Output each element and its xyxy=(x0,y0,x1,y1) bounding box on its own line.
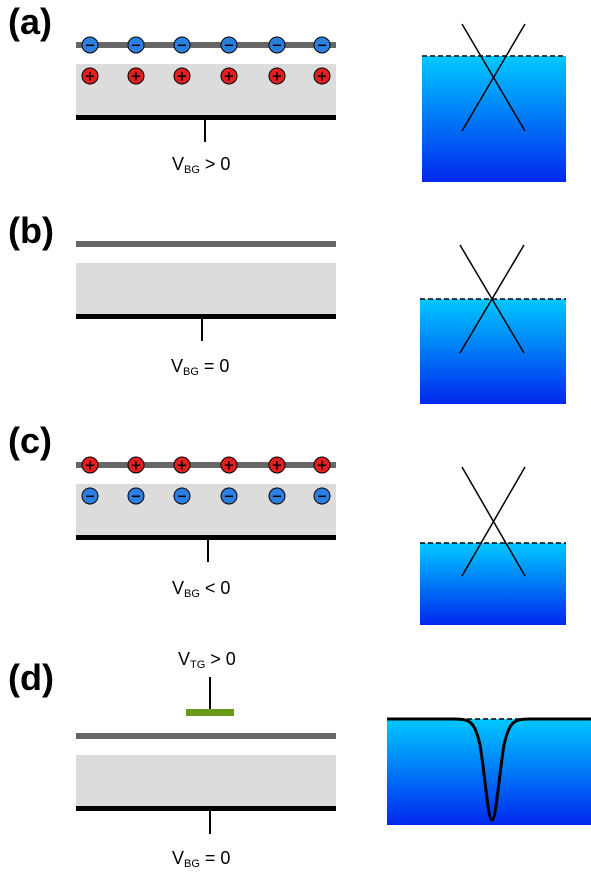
positive-charge xyxy=(268,456,286,474)
charge-sign: + xyxy=(224,70,235,85)
charge-sign: − xyxy=(224,490,235,505)
back-gate xyxy=(76,115,336,120)
charge-sign: − xyxy=(177,490,188,505)
positive-charge xyxy=(268,67,286,85)
local-band-potential-curve xyxy=(387,717,591,822)
panel-a: (a) − − − − − − + + + + + + VBG > 0 xyxy=(8,1,566,182)
band-fill xyxy=(422,56,566,182)
negative-charge xyxy=(81,36,99,54)
charge-sign: − xyxy=(85,490,96,505)
back-gate-voltage-label: VBG < 0 xyxy=(172,578,230,600)
dirac-cone-line xyxy=(461,466,526,577)
back-gate-voltage-label: VBG = 0 xyxy=(171,356,229,378)
back-gate xyxy=(76,806,336,811)
top-gate-voltage-label: VTG > 0 xyxy=(178,649,236,671)
negative-charge xyxy=(313,487,331,505)
negative-charge xyxy=(127,487,145,505)
panel-d: (d) VTG > 0 VBG = 0 xyxy=(8,649,591,870)
dielectric-layer xyxy=(76,64,336,116)
top-gate xyxy=(186,709,234,716)
charge-sign: − xyxy=(85,39,96,54)
negative-charge xyxy=(173,487,191,505)
graphene-layer xyxy=(76,462,336,468)
charges-top-row: + + + + + + xyxy=(81,456,331,474)
charge-sign: − xyxy=(317,490,328,505)
charge-sign: + xyxy=(85,70,96,85)
panel-label-c: (c) xyxy=(8,420,52,461)
positive-charge xyxy=(81,67,99,85)
charge-sign: + xyxy=(131,459,142,474)
band-fill xyxy=(420,299,566,404)
panel-label-b: (b) xyxy=(8,210,54,251)
charge-sign: − xyxy=(224,39,235,54)
dielectric-layer xyxy=(76,755,336,807)
graphene-layer xyxy=(76,42,336,48)
charges-bottom-row: + + + + + + xyxy=(81,67,331,85)
negative-charge xyxy=(313,36,331,54)
negative-charge xyxy=(220,36,238,54)
charge-sign: − xyxy=(131,490,142,505)
negative-charge xyxy=(220,487,238,505)
negative-charge xyxy=(81,487,99,505)
band-fill xyxy=(420,543,566,625)
positive-charge xyxy=(127,67,145,85)
panel-label-d: (d) xyxy=(8,657,54,698)
panel-b: (b) VBG = 0 xyxy=(8,210,566,404)
dirac-cone-line xyxy=(459,244,525,354)
charge-sign: − xyxy=(272,39,283,54)
charge-sign: + xyxy=(177,70,188,85)
charge-sign: + xyxy=(272,70,283,85)
charge-sign: + xyxy=(177,459,188,474)
back-gate-voltage-label: VBG > 0 xyxy=(172,154,230,176)
graphene-layer xyxy=(76,733,336,739)
positive-charge xyxy=(313,456,331,474)
dielectric-layer xyxy=(76,263,336,315)
dirac-cone-line xyxy=(461,23,526,132)
charge-sign: − xyxy=(317,39,328,54)
negative-charge xyxy=(173,36,191,54)
charge-sign: + xyxy=(131,70,142,85)
charges-bottom-row: − − − − − − xyxy=(81,487,331,505)
charge-sign: − xyxy=(131,39,142,54)
back-gate xyxy=(76,535,336,540)
positive-charge xyxy=(220,67,238,85)
positive-charge xyxy=(313,67,331,85)
charge-sign: − xyxy=(272,490,283,505)
positive-charge xyxy=(173,67,191,85)
panel-label-a: (a) xyxy=(8,1,52,42)
charge-sign: + xyxy=(317,70,328,85)
positive-charge xyxy=(220,456,238,474)
charge-sign: − xyxy=(177,39,188,54)
negative-charge xyxy=(127,36,145,54)
charge-sign: + xyxy=(85,459,96,474)
negative-charge xyxy=(268,487,286,505)
graphene-layer xyxy=(76,241,336,247)
charge-sign: + xyxy=(317,459,328,474)
charges-top-row: − − − − − − xyxy=(81,36,331,54)
positive-charge xyxy=(81,456,99,474)
negative-charge xyxy=(268,36,286,54)
charge-sign: + xyxy=(224,459,235,474)
positive-charge xyxy=(127,456,145,474)
charge-sign: + xyxy=(272,459,283,474)
back-gate-voltage-label: VBG = 0 xyxy=(172,848,230,870)
positive-charge xyxy=(173,456,191,474)
dielectric-layer xyxy=(76,484,336,536)
back-gate xyxy=(76,314,336,319)
panel-c: (c) + + + + + + − − − − − − VBG < 0 xyxy=(8,420,566,625)
